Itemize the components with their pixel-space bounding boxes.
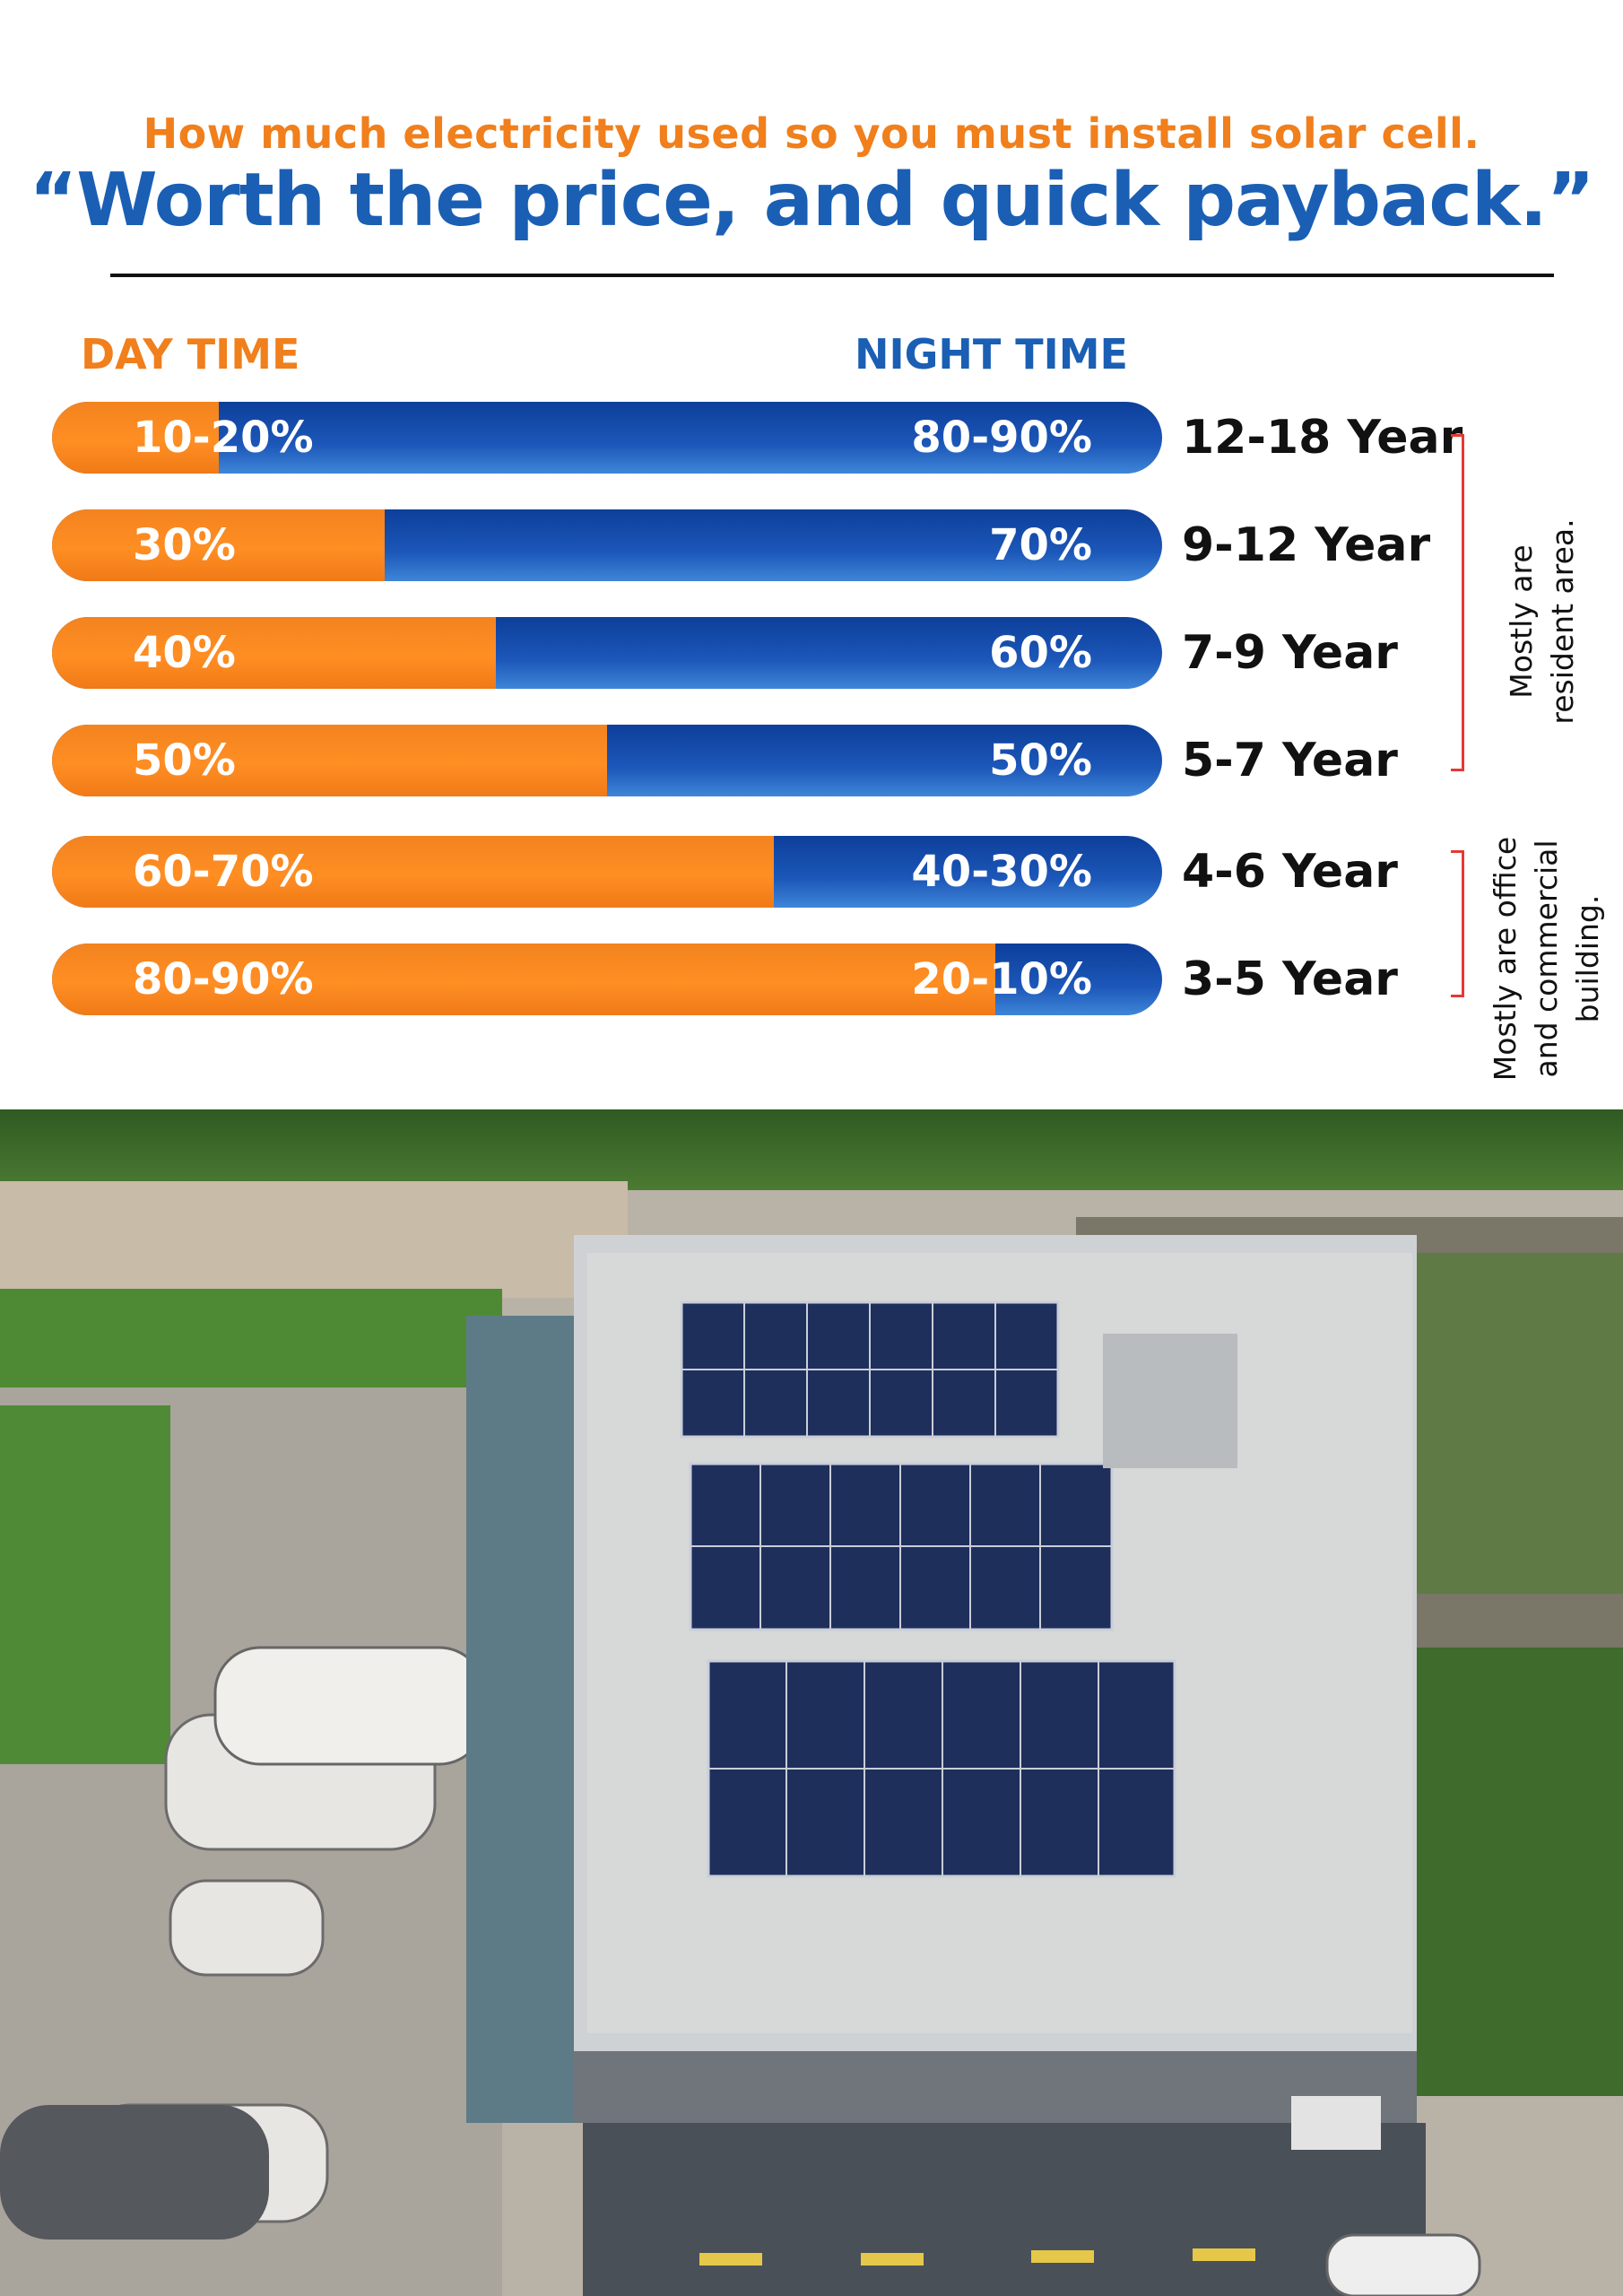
column-head-night: NIGHT TIME — [855, 330, 1128, 378]
data-label-night: 60% — [989, 628, 1092, 678]
category-label: 7-9 Year — [1182, 626, 1398, 680]
category-label: 9-12 Year — [1182, 518, 1431, 572]
data-label-night: 40-30% — [911, 847, 1092, 897]
bracket-label-line: Mostly are office — [1488, 836, 1523, 1082]
data-label-day: 10-20% — [133, 413, 314, 463]
bar-row: 30% 70% — [52, 509, 1162, 581]
data-label-day: 60-70% — [133, 847, 314, 897]
bar-row: 10-20% 80-90% — [52, 402, 1162, 474]
bar-segment-day — [52, 725, 607, 796]
data-label-day: 80-90% — [133, 954, 314, 1004]
category-label: 4-6 Year — [1182, 845, 1398, 899]
column-head-day: DAY TIME — [81, 330, 300, 378]
bar-segment-day — [52, 617, 496, 689]
divider — [110, 274, 1554, 277]
data-label-day: 30% — [133, 520, 236, 570]
rooftop-solar-building-photo — [0, 1109, 1623, 2296]
bracket-label-resident: Mostly are resident area. — [1501, 478, 1584, 765]
bar-row: 40% 60% — [52, 617, 1162, 689]
bracket-label-line: resident area. — [1545, 518, 1580, 725]
bracket-label-line: building. — [1570, 894, 1605, 1023]
bar-segment-day — [52, 944, 995, 1015]
data-label-night: 20-10% — [911, 954, 1092, 1004]
data-label-night: 80-90% — [911, 413, 1092, 463]
bar-row: 80-90% 20-10% — [52, 944, 1162, 1015]
page-title: “Worth the price, and quick payback.” — [29, 158, 1594, 243]
bracket-commercial — [1451, 850, 1464, 997]
bar-segment-day — [52, 402, 219, 474]
bracket-label-commercial: Mostly are office and commercial buildin… — [1485, 815, 1609, 1102]
subtitle: How much electricity used so you must in… — [143, 109, 1480, 158]
bracket-resident — [1451, 434, 1464, 771]
data-label-day: 50% — [133, 735, 236, 786]
bracket-label-line: and commercial — [1529, 839, 1564, 1078]
bar-segment-day — [52, 509, 385, 581]
bar-segment-day — [52, 836, 774, 908]
data-label-day: 40% — [133, 628, 236, 678]
bar-row: 50% 50% — [52, 725, 1162, 796]
category-label: 12-18 Year — [1182, 411, 1463, 465]
category-label: 5-7 Year — [1182, 734, 1398, 787]
data-label-night: 50% — [989, 735, 1092, 786]
data-label-night: 70% — [989, 520, 1092, 570]
category-label: 3-5 Year — [1182, 952, 1398, 1006]
bracket-label-line: Mostly are — [1504, 544, 1539, 699]
bar-row: 60-70% 40-30% — [52, 836, 1162, 908]
